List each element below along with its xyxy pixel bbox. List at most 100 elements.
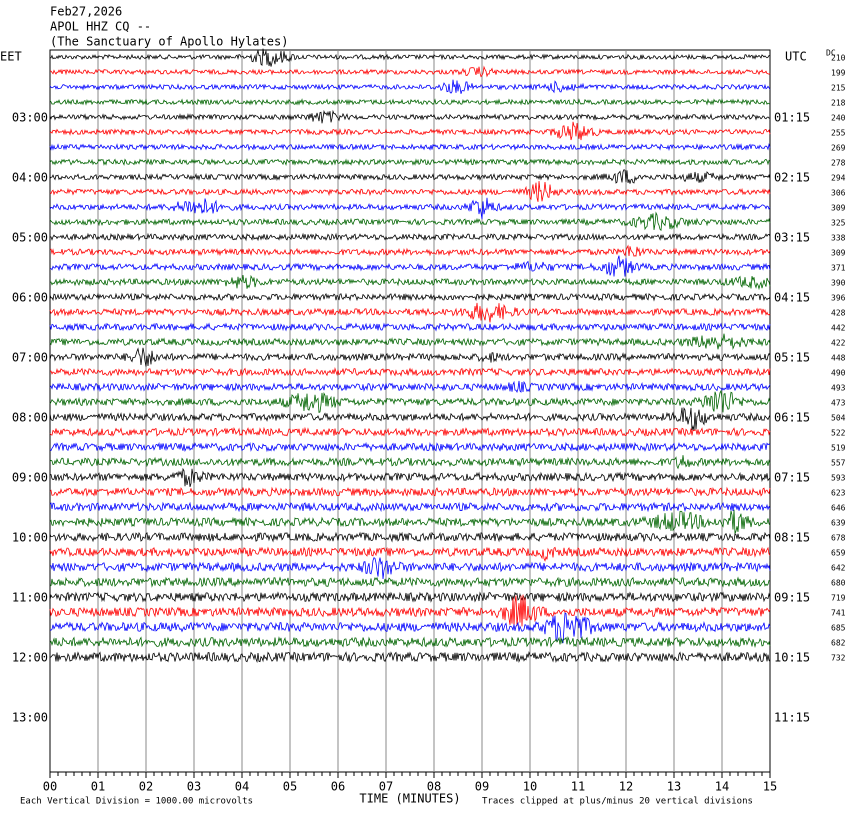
trace	[50, 232, 771, 242]
dc-value: 522	[831, 429, 846, 438]
dc-value: 396	[831, 294, 846, 303]
dc-value: 218	[831, 99, 846, 108]
dc-value: 680	[831, 579, 846, 588]
dc-value: 269	[831, 144, 846, 153]
trace	[49, 121, 771, 141]
dc-value: 255	[831, 129, 846, 138]
dc-value: 732	[831, 654, 846, 663]
right-title: UTC	[785, 50, 807, 64]
trace	[49, 79, 771, 94]
trace	[49, 197, 771, 220]
x-tick-label: 12	[619, 780, 633, 794]
x-tick-label: 14	[715, 780, 729, 794]
dc-value: 646	[831, 504, 846, 513]
dc-value: 278	[831, 159, 846, 168]
trace	[50, 255, 771, 277]
x-tick-label: 07	[379, 780, 393, 794]
trace	[49, 181, 771, 202]
x-tick-label: 01	[91, 780, 105, 794]
dc-value: 741	[831, 609, 846, 618]
dc-value: 338	[831, 234, 846, 243]
trace	[49, 594, 771, 627]
trace	[49, 591, 771, 603]
dc-value: 490	[831, 369, 846, 378]
dc-title: DC	[826, 49, 836, 58]
dc-value: 210	[831, 54, 846, 63]
trace	[49, 322, 771, 332]
dc-value: 306	[831, 189, 846, 198]
scale-note: Each Vertical Division = 1000.00 microvo…	[20, 797, 253, 807]
trace	[49, 455, 771, 470]
trace	[49, 557, 771, 580]
dc-value: 557	[831, 459, 846, 468]
trace	[49, 501, 771, 513]
station: APOL HHZ CQ --	[50, 20, 151, 34]
dc-value: 294	[831, 174, 846, 183]
right-label: 10:15	[774, 651, 810, 665]
dc-value: 473	[831, 399, 846, 408]
trace	[50, 48, 771, 67]
dc-value: 442	[831, 324, 846, 333]
dc-value: 422	[831, 339, 846, 348]
right-label: 08:15	[774, 531, 810, 545]
x-tick-label: 06	[331, 780, 345, 794]
trace	[49, 576, 771, 588]
dc-value: 390	[831, 279, 846, 288]
left-label: 08:00	[12, 411, 48, 425]
x-tick-label: 13	[667, 780, 681, 794]
x-tick-label: 08	[427, 780, 441, 794]
right-label: 03:15	[774, 231, 810, 245]
left-label: 04:00	[12, 171, 48, 185]
trace	[49, 333, 771, 351]
x-tick-label: 04	[235, 780, 249, 794]
left-title: EET	[0, 50, 22, 64]
trace	[49, 546, 771, 562]
x-tick-label: 03	[187, 780, 201, 794]
trace	[49, 509, 771, 534]
dc-value: 593	[831, 474, 846, 483]
dc-value: 682	[831, 639, 846, 648]
dc-value: 659	[831, 549, 846, 558]
dc-value: 309	[831, 204, 846, 213]
dc-value: 371	[831, 264, 846, 273]
dc-value: 519	[831, 444, 846, 453]
dc-value: 685	[831, 624, 846, 633]
left-label: 07:00	[12, 351, 48, 365]
right-label: 09:15	[774, 591, 810, 605]
trace	[49, 441, 771, 453]
trace	[49, 651, 771, 664]
right-label: 01:15	[774, 111, 810, 125]
trace	[49, 169, 771, 184]
trace	[49, 486, 771, 497]
left-label: 11:00	[12, 591, 48, 605]
left-label: 09:00	[12, 471, 48, 485]
right-label: 04:15	[774, 291, 810, 305]
right-label: 07:15	[774, 471, 810, 485]
dc-value: 639	[831, 519, 846, 528]
right-label: 11:15	[774, 711, 810, 725]
dc-value: 642	[831, 564, 846, 573]
left-label: 12:00	[12, 651, 48, 665]
dc-value: 199	[831, 69, 846, 78]
trace	[49, 347, 771, 367]
trace	[49, 244, 771, 257]
dc-value: 428	[831, 309, 846, 318]
trace	[49, 389, 771, 413]
left-label: 06:00	[12, 291, 48, 305]
left-label: 03:00	[12, 111, 48, 125]
trace	[49, 367, 771, 377]
trace	[49, 302, 771, 323]
dc-value: 215	[831, 84, 846, 93]
clip-note: Traces clipped at plus/minus 20 vertical…	[482, 797, 753, 807]
trace	[49, 109, 771, 124]
left-label: 05:00	[12, 231, 48, 245]
dc-value: 504	[831, 414, 846, 423]
trace	[49, 426, 771, 438]
trace	[49, 65, 771, 78]
x-tick-label: 00	[43, 780, 57, 794]
trace	[49, 98, 771, 106]
right-label: 06:15	[774, 411, 810, 425]
x-tick-label: 02	[139, 780, 153, 794]
